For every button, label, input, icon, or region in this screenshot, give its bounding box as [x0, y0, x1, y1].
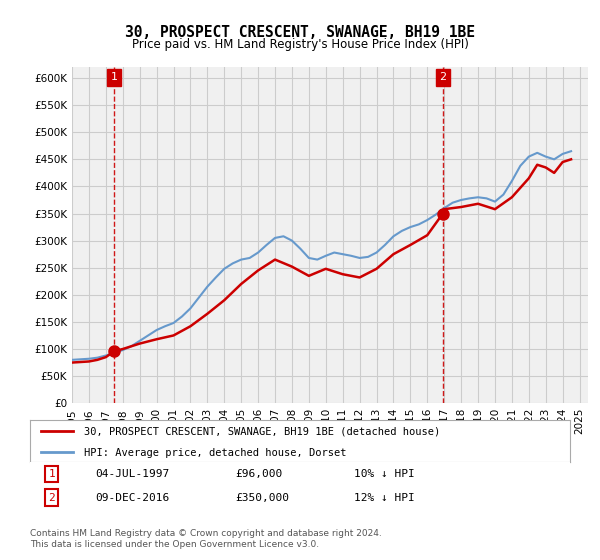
Text: Contains HM Land Registry data © Crown copyright and database right 2024.
This d: Contains HM Land Registry data © Crown c… — [30, 529, 382, 549]
Text: 2: 2 — [439, 72, 446, 82]
Text: 04-JUL-1997: 04-JUL-1997 — [95, 469, 169, 479]
Text: 30, PROSPECT CRESCENT, SWANAGE, BH19 1BE (detached house): 30, PROSPECT CRESCENT, SWANAGE, BH19 1BE… — [84, 427, 440, 437]
Text: 1: 1 — [48, 469, 55, 479]
Text: HPI: Average price, detached house, Dorset: HPI: Average price, detached house, Dors… — [84, 448, 347, 458]
Text: 10% ↓ HPI: 10% ↓ HPI — [354, 469, 415, 479]
Text: 09-DEC-2016: 09-DEC-2016 — [95, 493, 169, 503]
Text: 12% ↓ HPI: 12% ↓ HPI — [354, 493, 415, 503]
Text: 30, PROSPECT CRESCENT, SWANAGE, BH19 1BE: 30, PROSPECT CRESCENT, SWANAGE, BH19 1BE — [125, 25, 475, 40]
Text: £350,000: £350,000 — [235, 493, 289, 503]
Text: 1: 1 — [111, 72, 118, 82]
Text: 2: 2 — [48, 493, 55, 503]
Text: Price paid vs. HM Land Registry's House Price Index (HPI): Price paid vs. HM Land Registry's House … — [131, 38, 469, 51]
Text: £96,000: £96,000 — [235, 469, 283, 479]
